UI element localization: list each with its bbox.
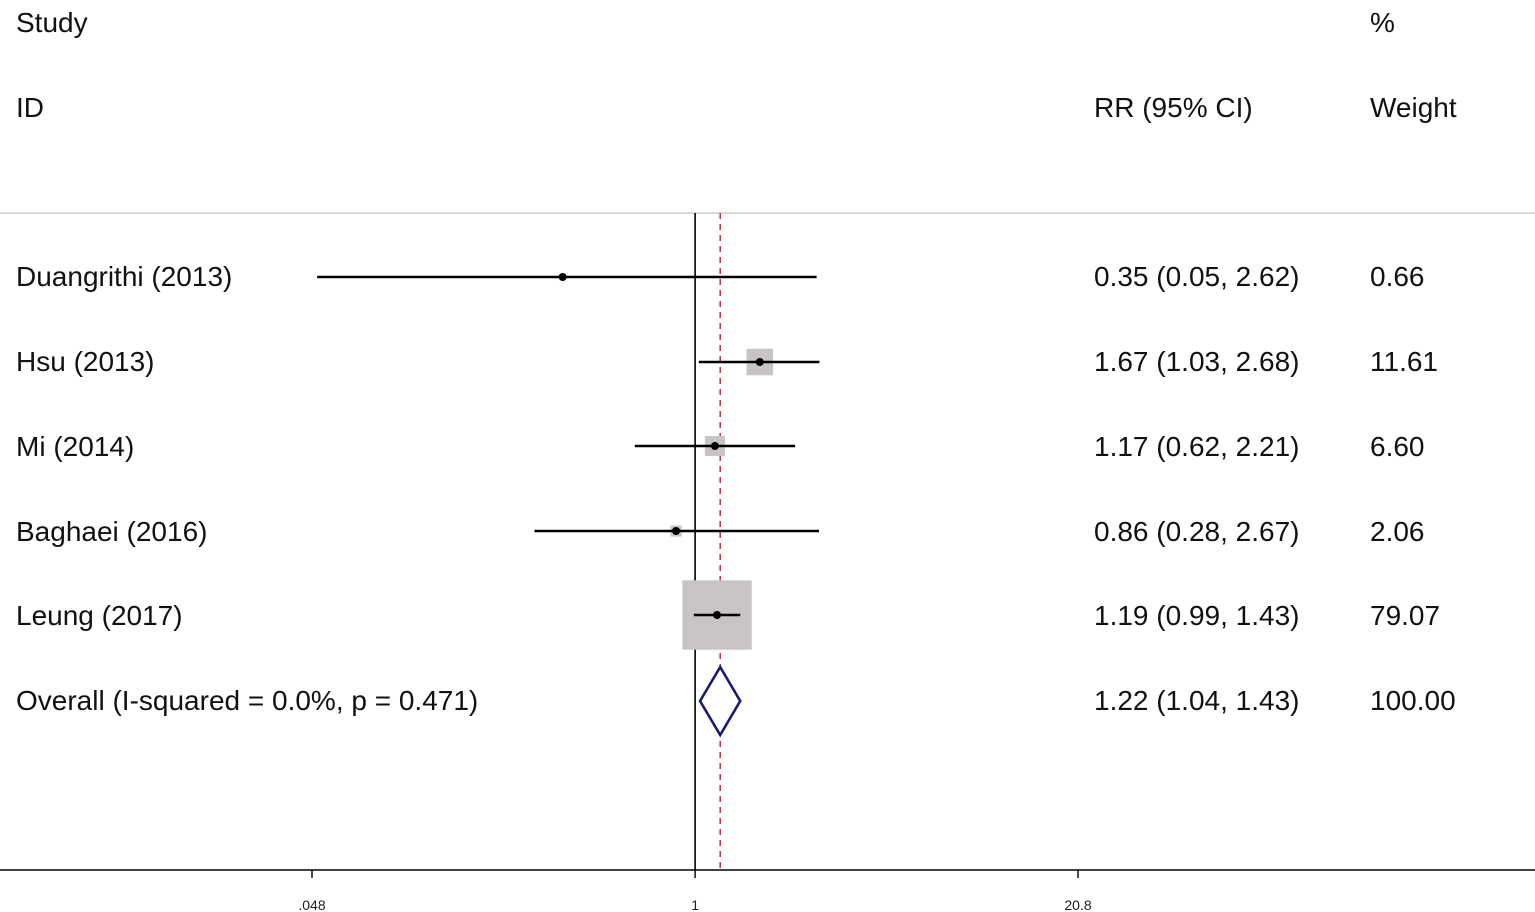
x-axis: .048 1 20.8: [0, 869, 1535, 912]
weight-duangrithi: 0.66: [1370, 261, 1425, 292]
percent-header: %: [1370, 7, 1395, 38]
rr-ci-header: RR (95% CI): [1094, 92, 1253, 123]
weight-hsu: 11.61: [1370, 346, 1438, 377]
overall-weight: 100.00: [1370, 685, 1456, 716]
rr-ci-baghaei: 0.86 (0.28, 2.67): [1094, 516, 1300, 547]
rr-ci-duangrithi: 0.35 (0.05, 2.62): [1094, 261, 1300, 292]
point-estimate-duangrithi: [558, 273, 567, 281]
weight-header: Weight: [1370, 92, 1457, 123]
study-label-mi: Mi (2014): [16, 431, 135, 462]
weight-leung: 79.07: [1370, 600, 1441, 631]
x-tick-label-1: 1: [691, 897, 699, 912]
weight-baghaei: 2.06: [1370, 516, 1425, 547]
rr-ci-leung: 1.19 (0.99, 1.43): [1094, 600, 1300, 631]
point-estimate-leung: [713, 611, 722, 619]
study-label-leung: Leung (2017): [16, 600, 183, 631]
forest-marks: [317, 213, 820, 870]
point-estimate-baghaei: [672, 527, 681, 535]
x-tick-label-2: 20.8: [1064, 897, 1091, 912]
study-header: Study: [16, 7, 88, 38]
weight-mi: 6.60: [1370, 431, 1425, 462]
x-tick-label-0: .048: [298, 897, 325, 912]
rr-ci-mi: 1.17 (0.62, 2.21): [1094, 431, 1300, 462]
overall-diamond: [698, 664, 742, 738]
point-estimate-hsu: [755, 358, 764, 366]
study-label-duangrithi: Duangrithi (2013): [16, 261, 233, 292]
study-label-baghaei: Baghaei (2016): [16, 516, 208, 547]
overall-rr-ci: 1.22 (1.04, 1.43): [1094, 685, 1300, 716]
study-label-hsu: Hsu (2013): [16, 346, 155, 377]
point-estimate-mi: [710, 442, 719, 450]
rr-ci-hsu: 1.67 (1.03, 2.68): [1094, 346, 1300, 377]
id-header: ID: [16, 92, 44, 123]
overall-label: Overall (I-squared = 0.0%, p = 0.471): [16, 685, 479, 716]
